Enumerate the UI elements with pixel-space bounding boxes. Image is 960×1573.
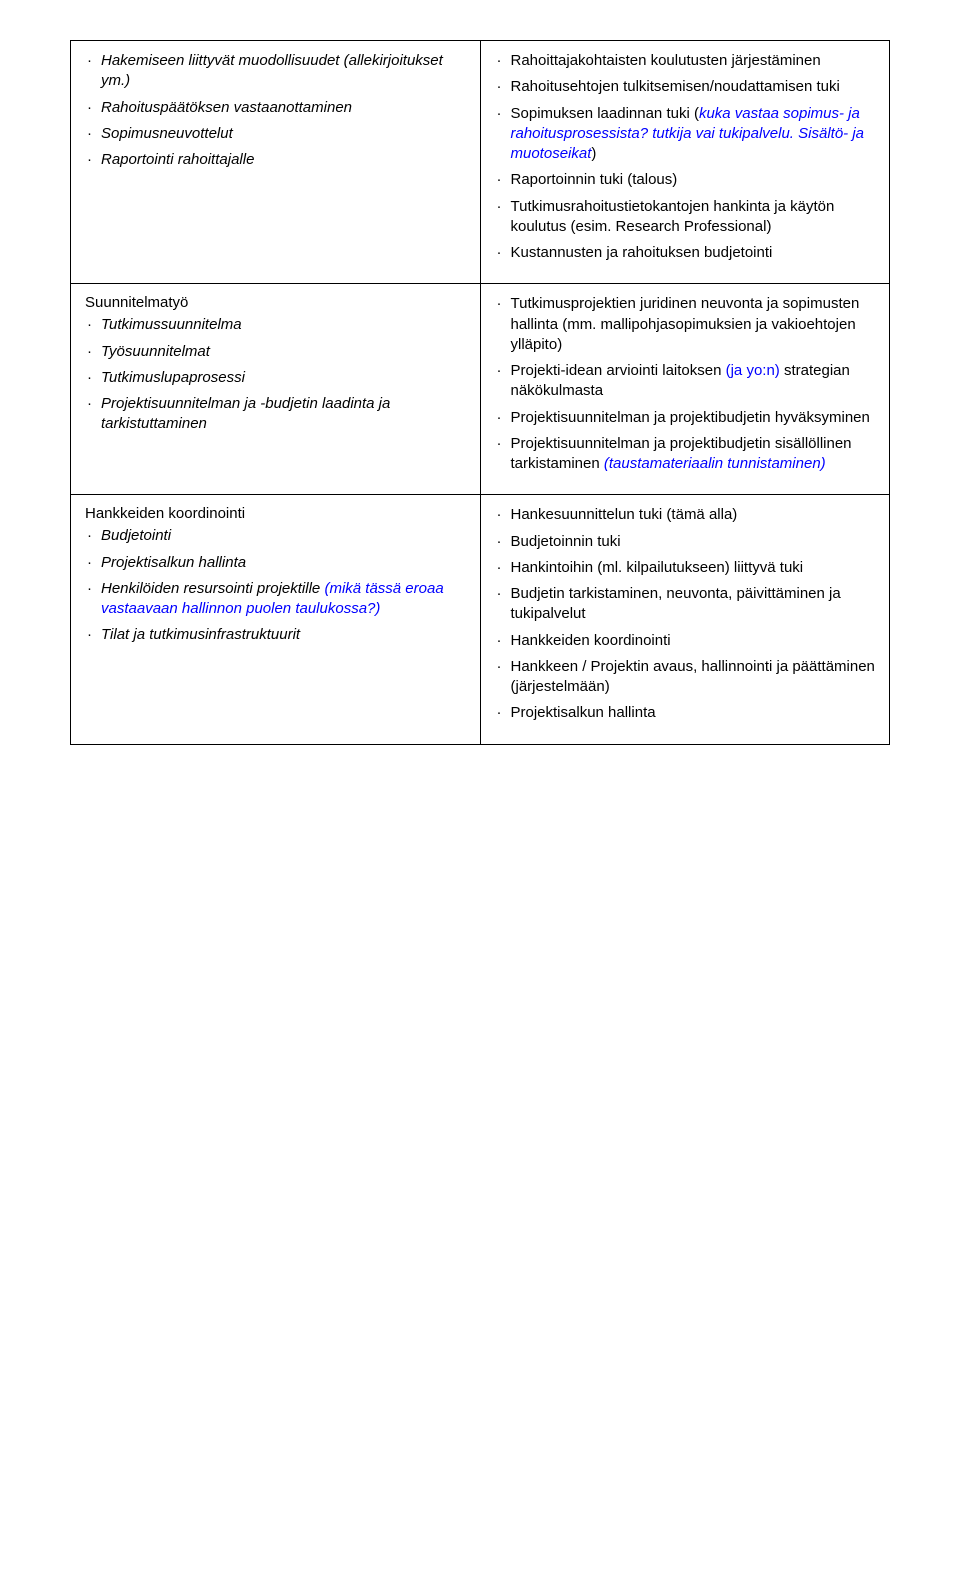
list-item: Budjetoinnin tuki [495,532,876,552]
list-item: Tutkimuslupaprosessi [85,368,466,388]
text-segment: Sopimuksen laadinnan tuki ( [511,105,699,122]
list-item: Projektisuunnitelman ja projektibudjetin… [495,434,876,475]
list-item: Budjetin tarkistaminen, neuvonta, päivit… [495,584,876,625]
table-body: Hakemiseen liittyvät muodollisuudet (all… [71,41,890,745]
list-item: Raportoinnin tuki (talous) [495,170,876,190]
text-segment: (taustamateriaalin tunnistaminen) [604,455,826,472]
list-item: Työsuunnitelmat [85,342,466,362]
list-item: Tutkimussuunnitelma [85,315,466,335]
text-segment: Budjetoinnin tuki [511,533,621,550]
text-segment: Tutkimuslupaprosessi [101,369,245,386]
text-segment: Projekti-idean arviointi laitoksen [511,362,726,379]
list-item: Tilat ja tutkimusinfrastruktuurit [85,625,466,645]
list-item: Tutkimusrahoitustietokantojen hankinta j… [495,197,876,238]
list-item: Budjetointi [85,526,466,546]
list-item: Hankintoihin (ml. kilpailutukseen) liitt… [495,558,876,578]
list-item: Hankkeen / Projektin avaus, hallinnointi… [495,657,876,698]
table-row: Hankkeiden koordinointi Budjetointi Projek… [71,495,890,744]
text-segment: Kustannusten ja rahoituksen budjetointi [511,244,773,261]
text-segment: Budjetointi [101,527,171,544]
list-item: Raportointi rahoittajalle [85,150,466,170]
text-segment: Projektisuunnitelman ja projektibudjetin… [511,409,870,426]
right-cell: Tutkimusprojektien juridinen neuvonta ja… [480,284,890,495]
list-item: Projektisalkun hallinta [85,553,466,573]
section-title: Hankkeiden koordinointi [85,505,466,522]
list-item: Projekti-idean arviointi laitoksen (ja y… [495,361,876,402]
left-cell: Hakemiseen liittyvät muodollisuudet (all… [71,41,481,284]
table-row: Suunnitelmatyö Tutkimussuunnitelma Työsuun… [71,284,890,495]
list-item: Hakemiseen liittyvät muodollisuudet (all… [85,51,466,92]
document-table: Hakemiseen liittyvät muodollisuudet (all… [70,40,890,745]
right-cell: Hankesuunnittelun tuki (tämä alla) Budjet… [480,495,890,744]
text-segment: ) [591,145,596,162]
list-item: Sopimuksen laadinnan tuki (kuka vastaa s… [495,104,876,165]
bullet-list: Hankesuunnittelun tuki (tämä alla) Budjet… [495,505,876,723]
left-cell: Suunnitelmatyö Tutkimussuunnitelma Työsuun… [71,284,481,495]
text-segment: Rahoitusehtojen tulkitsemisen/noudattami… [511,78,840,95]
text-segment: (ja yo:n) [726,362,780,379]
list-item: Projektisuunnitelman ja -budjetin laadin… [85,394,466,435]
list-item: Rahoitusehtojen tulkitsemisen/noudattami… [495,77,876,97]
bullet-list: Tutkimussuunnitelma Työsuunnitelmat Tutkim… [85,315,466,434]
bullet-list: Tutkimusprojektien juridinen neuvonta ja… [495,294,876,474]
list-item: Henkilöiden resursointi projektille (mik… [85,579,466,620]
text-segment: Projektisuunnitelman ja -budjetin laadin… [101,395,390,432]
list-item: Kustannusten ja rahoituksen budjetointi [495,243,876,263]
text-segment: Työsuunnitelmat [101,343,210,360]
text-segment: Tutkimussuunnitelma [101,316,242,333]
bullet-list: Hakemiseen liittyvät muodollisuudet (all… [85,51,466,170]
text-segment: Rahoittajakohtaisten koulutusten järjest… [511,52,821,69]
list-item: Projektisuunnitelman ja projektibudjetin… [495,408,876,428]
list-item: Hankesuunnittelun tuki (tämä alla) [495,505,876,525]
list-item: Projektisalkun hallinta [495,703,876,723]
list-item: Rahoituspäätöksen vastaanottaminen [85,98,466,118]
text-segment: Raportointi rahoittajalle [101,151,254,168]
text-segment: Hankkeiden koordinointi [511,632,671,649]
text-segment: Raportoinnin tuki (talous) [511,171,678,188]
text-segment: Tutkimusrahoitustietokantojen hankinta j… [511,198,835,235]
text-segment: Hankintoihin (ml. kilpailutukseen) liitt… [511,559,804,576]
list-item: Hankkeiden koordinointi [495,631,876,651]
text-segment: Hakemiseen liittyvät muodollisuudet (all… [101,52,443,89]
text-segment: Hankkeen / Projektin avaus, hallinnointi… [511,658,875,695]
right-cell: Rahoittajakohtaisten koulutusten järjest… [480,41,890,284]
list-item: Rahoittajakohtaisten koulutusten järjest… [495,51,876,71]
section-title: Suunnitelmatyö [85,294,466,311]
text-segment: Tutkimusprojektien juridinen neuvonta ja… [511,295,860,353]
bullet-list: Budjetointi Projektisalkun hallinta Henkil… [85,526,466,645]
text-segment: Budjetin tarkistaminen, neuvonta, päivit… [511,585,841,622]
text-segment: Tilat ja tutkimusinfrastruktuurit [101,626,300,643]
list-item: Tutkimusprojektien juridinen neuvonta ja… [495,294,876,355]
text-segment: Henkilöiden resursointi projektille [101,580,324,597]
bullet-list: Rahoittajakohtaisten koulutusten järjest… [495,51,876,263]
list-item: Sopimusneuvottelut [85,124,466,144]
text-segment: Rahoituspäätöksen vastaanottaminen [101,99,352,116]
text-segment: Hankesuunnittelun tuki (tämä alla) [511,506,738,523]
text-segment: Projektisalkun hallinta [101,554,246,571]
text-segment: Sopimusneuvottelut [101,125,233,142]
left-cell: Hankkeiden koordinointi Budjetointi Projek… [71,495,481,744]
table-row: Hakemiseen liittyvät muodollisuudet (all… [71,41,890,284]
text-segment: Projektisalkun hallinta [511,704,656,721]
